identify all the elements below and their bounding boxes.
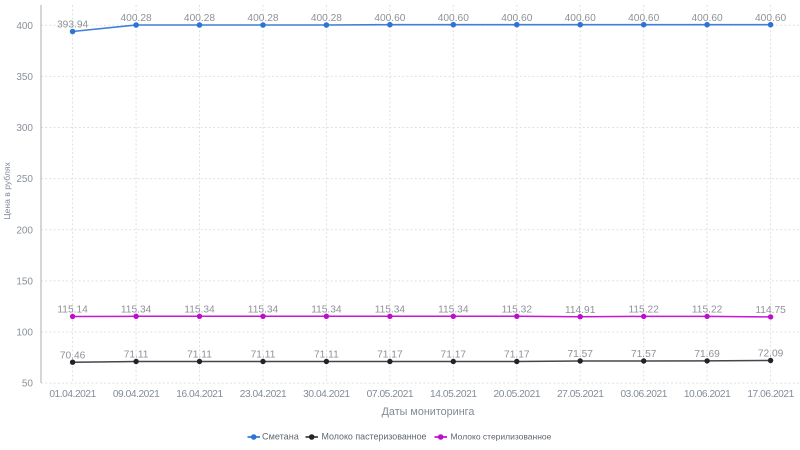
svg-text:150: 150 — [16, 277, 33, 288]
svg-text:100: 100 — [16, 328, 33, 339]
svg-text:09.04.2021: 09.04.2021 — [113, 389, 160, 400]
svg-text:16.04.2021: 16.04.2021 — [176, 389, 223, 400]
svg-text:71.11: 71.11 — [314, 350, 339, 361]
svg-text:114.75: 114.75 — [755, 305, 786, 316]
svg-text:115.14: 115.14 — [57, 305, 88, 316]
svg-text:Даты мониторинга: Даты мониторинга — [382, 406, 475, 418]
svg-text:20.05.2021: 20.05.2021 — [494, 389, 541, 400]
svg-text:17.06.2021: 17.06.2021 — [747, 389, 794, 400]
svg-text:400.60: 400.60 — [501, 13, 532, 24]
svg-text:71.11: 71.11 — [124, 350, 149, 361]
svg-text:71.57: 71.57 — [567, 349, 593, 360]
svg-text:250: 250 — [16, 174, 33, 185]
svg-text:71.17: 71.17 — [377, 350, 403, 361]
svg-text:Цена в рублях: Цена в рублях — [2, 162, 12, 220]
svg-text:400.60: 400.60 — [628, 13, 659, 24]
svg-text:200: 200 — [16, 225, 33, 236]
svg-text:71.11: 71.11 — [187, 350, 212, 361]
svg-text:71.57: 71.57 — [631, 349, 657, 360]
svg-text:115.32: 115.32 — [502, 305, 533, 316]
svg-text:115.34: 115.34 — [121, 305, 152, 316]
svg-text:71.17: 71.17 — [504, 350, 530, 361]
svg-text:350: 350 — [16, 72, 33, 83]
svg-text:Молоко стерилизованное: Молоко стерилизованное — [451, 431, 552, 441]
svg-text:10.06.2021: 10.06.2021 — [684, 389, 731, 400]
svg-text:115.34: 115.34 — [184, 305, 215, 316]
svg-text:07.05.2021: 07.05.2021 — [367, 389, 414, 400]
svg-text:400.60: 400.60 — [692, 13, 723, 24]
svg-text:70.46: 70.46 — [60, 350, 86, 361]
svg-text:393.94: 393.94 — [57, 20, 88, 31]
svg-text:400.28: 400.28 — [247, 13, 278, 24]
svg-text:72.09: 72.09 — [758, 349, 784, 360]
svg-text:115.34: 115.34 — [248, 305, 279, 316]
svg-text:71.11: 71.11 — [251, 350, 276, 361]
svg-text:115.34: 115.34 — [438, 305, 469, 316]
svg-text:50: 50 — [22, 379, 34, 390]
svg-text:30.04.2021: 30.04.2021 — [303, 389, 350, 400]
svg-text:300: 300 — [16, 123, 33, 134]
svg-text:14.05.2021: 14.05.2021 — [430, 389, 477, 400]
svg-text:115.22: 115.22 — [628, 305, 659, 316]
svg-text:115.34: 115.34 — [311, 305, 342, 316]
svg-text:115.34: 115.34 — [375, 305, 406, 316]
svg-text:400: 400 — [16, 21, 33, 32]
svg-text:71.17: 71.17 — [441, 350, 467, 361]
svg-text:01.04.2021: 01.04.2021 — [49, 389, 96, 400]
svg-text:23.04.2021: 23.04.2021 — [240, 389, 287, 400]
svg-text:400.28: 400.28 — [121, 13, 152, 24]
svg-text:03.06.2021: 03.06.2021 — [620, 389, 667, 400]
svg-text:400.60: 400.60 — [438, 13, 469, 24]
svg-text:400.60: 400.60 — [374, 13, 405, 24]
svg-text:400.60: 400.60 — [755, 13, 786, 24]
svg-text:Сметана: Сметана — [262, 431, 300, 441]
svg-text:400.60: 400.60 — [565, 13, 596, 24]
svg-text:114.91: 114.91 — [565, 305, 596, 316]
svg-text:115.22: 115.22 — [692, 305, 723, 316]
svg-text:400.28: 400.28 — [184, 13, 215, 24]
svg-text:27.05.2021: 27.05.2021 — [557, 389, 604, 400]
svg-text:71.69: 71.69 — [694, 349, 720, 360]
svg-text:400.28: 400.28 — [311, 13, 342, 24]
svg-text:Молоко пастеризованное: Молоко пастеризованное — [322, 431, 427, 441]
